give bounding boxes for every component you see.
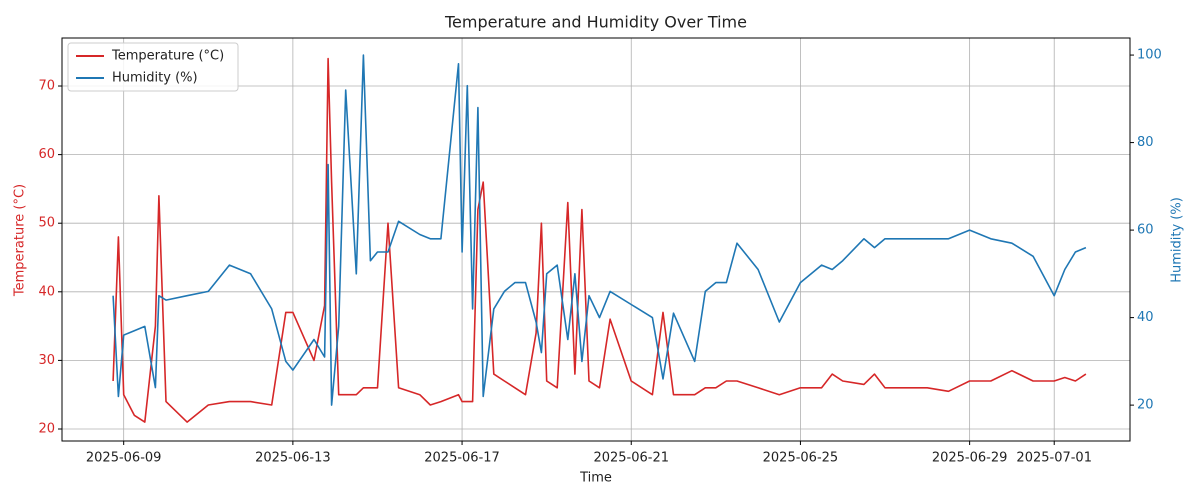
legend-label: Temperature (°C) — [111, 49, 224, 64]
x-tick-label: 2025-06-17 — [424, 451, 500, 466]
x-axis-label: Time — [579, 471, 612, 486]
y2-tick-label: 20 — [1137, 398, 1154, 413]
chart-title: Temperature and Humidity Over Time — [444, 13, 747, 32]
x-tick-label: 2025-06-29 — [932, 451, 1008, 466]
y2-tick-label: 40 — [1137, 310, 1154, 325]
x-tick-label: 2025-06-09 — [86, 451, 162, 466]
y-tick-label: 70 — [38, 79, 55, 94]
y-tick-label: 30 — [38, 353, 55, 368]
y2-axis-label: Humidity (%) — [1170, 197, 1185, 283]
legend-box — [67, 42, 239, 92]
y-tick-label: 60 — [38, 147, 55, 162]
y2-tick-label: 60 — [1137, 223, 1154, 238]
y-axis-label: Temperature (°C) — [13, 184, 28, 297]
y-tick-label: 50 — [38, 216, 55, 231]
y2-tick-label: 80 — [1137, 135, 1154, 150]
x-tick-label: 2025-06-13 — [255, 451, 331, 466]
y2-tick-label: 100 — [1137, 48, 1162, 63]
y-tick-label: 20 — [38, 421, 55, 436]
y-tick-label: 40 — [38, 284, 55, 299]
legend-label: Humidity (%) — [112, 71, 198, 86]
x-tick-label: 2025-06-25 — [763, 451, 839, 466]
x-tick-label: 2025-07-01 — [1016, 451, 1092, 466]
plot-frame — [61, 37, 1131, 442]
data-line — [112, 54, 1087, 406]
x-tick-label: 2025-06-21 — [593, 451, 669, 466]
data-line — [112, 57, 1087, 423]
